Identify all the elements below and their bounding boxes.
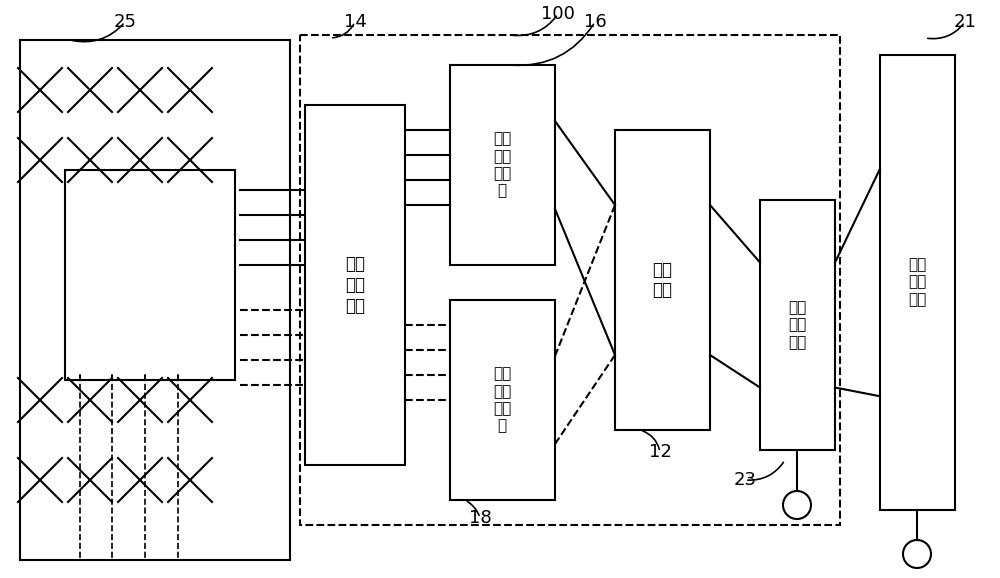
Text: 16: 16 <box>584 13 606 31</box>
Text: 23: 23 <box>734 471 757 489</box>
Text: 21: 21 <box>954 13 976 31</box>
Bar <box>65 170 235 380</box>
Bar <box>450 300 555 500</box>
Text: 第一
移相
网络: 第一 移相 网络 <box>908 257 926 307</box>
Bar <box>450 65 555 265</box>
Bar <box>305 105 405 465</box>
Bar <box>20 40 290 560</box>
Text: 合路
电路: 合路 电路 <box>652 261 672 299</box>
Text: 14: 14 <box>344 13 366 31</box>
Text: 第一
巴特
勒矩
阵: 第一 巴特 勒矩 阵 <box>493 131 511 199</box>
Bar <box>300 35 840 525</box>
Text: 第二
移相
网络: 第二 移相 网络 <box>788 300 806 350</box>
Bar <box>615 130 710 430</box>
Text: 滤波
隔离
电路: 滤波 隔离 电路 <box>345 255 365 315</box>
Bar <box>760 200 835 450</box>
Text: 25: 25 <box>114 13 136 31</box>
Bar <box>880 55 955 510</box>
Text: 12: 12 <box>649 443 671 461</box>
Text: 第二
巴特
勒矩
阵: 第二 巴特 勒矩 阵 <box>493 366 511 434</box>
Text: 100: 100 <box>541 5 575 23</box>
Text: 18: 18 <box>469 509 491 527</box>
